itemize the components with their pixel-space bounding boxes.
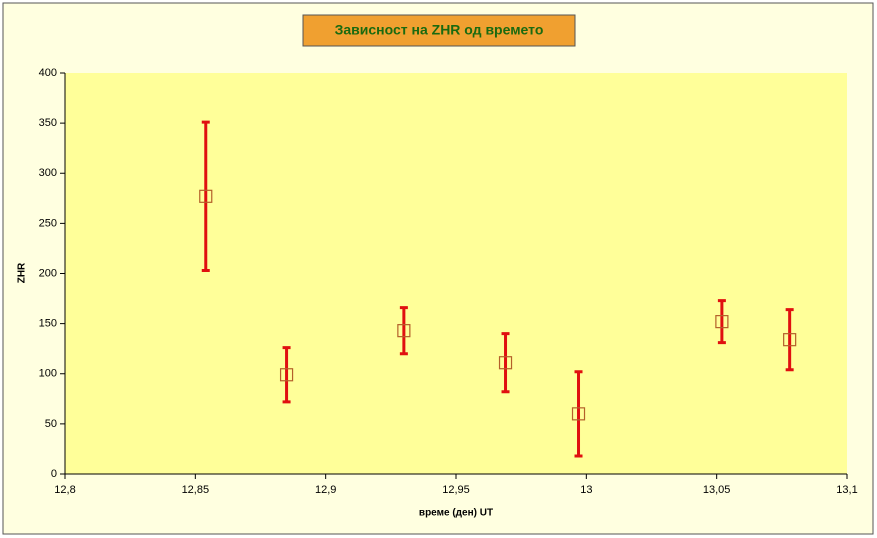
y-tick-label: 350 [39, 117, 57, 129]
x-tick-label: 13,1 [836, 484, 857, 496]
plot-area [65, 73, 847, 474]
error-bar [574, 370, 583, 458]
error-bar [785, 308, 794, 372]
x-axis-label: време (ден) UT [419, 508, 493, 519]
marker [279, 368, 294, 382]
x-tick-label: 13 [580, 484, 592, 496]
marker [397, 324, 411, 338]
x-tick-label: 12,9 [315, 484, 336, 496]
x-tick-label: 12,95 [442, 484, 470, 496]
x-tick-label: 12,85 [182, 484, 210, 496]
y-tick-label: 100 [39, 368, 57, 380]
y-tick-label: 400 [39, 67, 57, 79]
marker [498, 356, 513, 370]
marker [199, 189, 213, 203]
x-tick-label: 13,05 [703, 484, 731, 496]
y-tick-label: 150 [39, 318, 57, 330]
y-tick-label: 50 [45, 418, 57, 430]
title-box [302, 14, 576, 47]
y-tick-label: 200 [39, 267, 57, 279]
error-bar [501, 332, 510, 394]
marker [715, 315, 729, 329]
y-tick-label: 300 [39, 167, 57, 179]
chart-title: Зависност на ZHR од времето [335, 22, 544, 38]
marker [783, 333, 797, 347]
marker [571, 407, 586, 421]
y-axis-label: ZHR [17, 262, 28, 283]
x-tick-label: 12,8 [54, 484, 75, 496]
y-tick-label: 0 [51, 468, 57, 480]
error-bar [201, 120, 210, 272]
error-bar [399, 306, 408, 356]
error-bar [717, 299, 726, 345]
error-bar [282, 346, 291, 404]
y-tick-label: 250 [39, 217, 57, 229]
